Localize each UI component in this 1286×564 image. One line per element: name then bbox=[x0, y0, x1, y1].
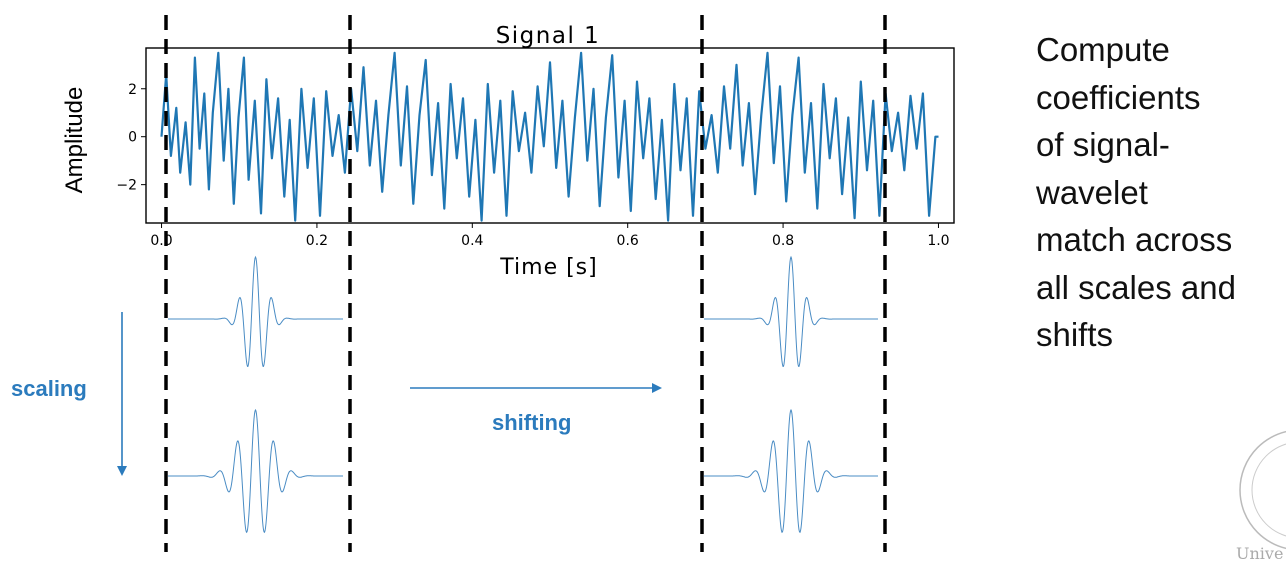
chart-title: Signal 1 bbox=[496, 23, 601, 49]
plot-frame bbox=[145, 47, 955, 224]
wavelet-small-scale bbox=[168, 255, 343, 367]
x-axis-label: Time [s] bbox=[499, 255, 597, 280]
wavelet-large-scale bbox=[704, 408, 878, 534]
signal-series-line bbox=[160, 51, 939, 222]
wavelet-large-scale bbox=[168, 408, 343, 534]
x-tick-label: 0.6 bbox=[617, 233, 639, 249]
description-line: match across bbox=[1036, 221, 1233, 258]
y-tick-label: 0 bbox=[128, 130, 137, 146]
x-tick-label: 1.0 bbox=[927, 233, 949, 249]
description-line: coefficients bbox=[1036, 78, 1201, 116]
seal-text: Unive bbox=[1236, 544, 1284, 563]
window-boundaries bbox=[164, 15, 887, 552]
wavelet-small-scale bbox=[704, 255, 878, 367]
scaling-arrow bbox=[117, 312, 127, 476]
university-seal bbox=[1239, 430, 1286, 550]
description-line: Compute bbox=[1036, 31, 1170, 68]
y-tick-label: −2 bbox=[116, 178, 137, 194]
x-tick-label: 0.2 bbox=[306, 233, 328, 249]
x-tick-label: 0.0 bbox=[150, 233, 172, 249]
y-axis-label: Amplitude bbox=[61, 87, 88, 194]
y-tick-label: 2 bbox=[128, 82, 137, 98]
scaling-label: scaling bbox=[11, 376, 87, 401]
description-text: Compute coefficients of signal-wavelet matc… bbox=[1036, 26, 1286, 359]
x-tick-label: 0.4 bbox=[461, 233, 483, 249]
shifting-label: shifting bbox=[492, 410, 572, 435]
x-tick-label: 0.8 bbox=[772, 233, 794, 249]
wavelet-group bbox=[168, 255, 878, 534]
shifting-arrow bbox=[410, 383, 662, 393]
description-line: all scales and bbox=[1036, 268, 1236, 306]
description-line: shifts bbox=[1036, 316, 1114, 353]
description-line: of signal- bbox=[1036, 126, 1170, 163]
description-line: wavelet bbox=[1036, 173, 1148, 211]
